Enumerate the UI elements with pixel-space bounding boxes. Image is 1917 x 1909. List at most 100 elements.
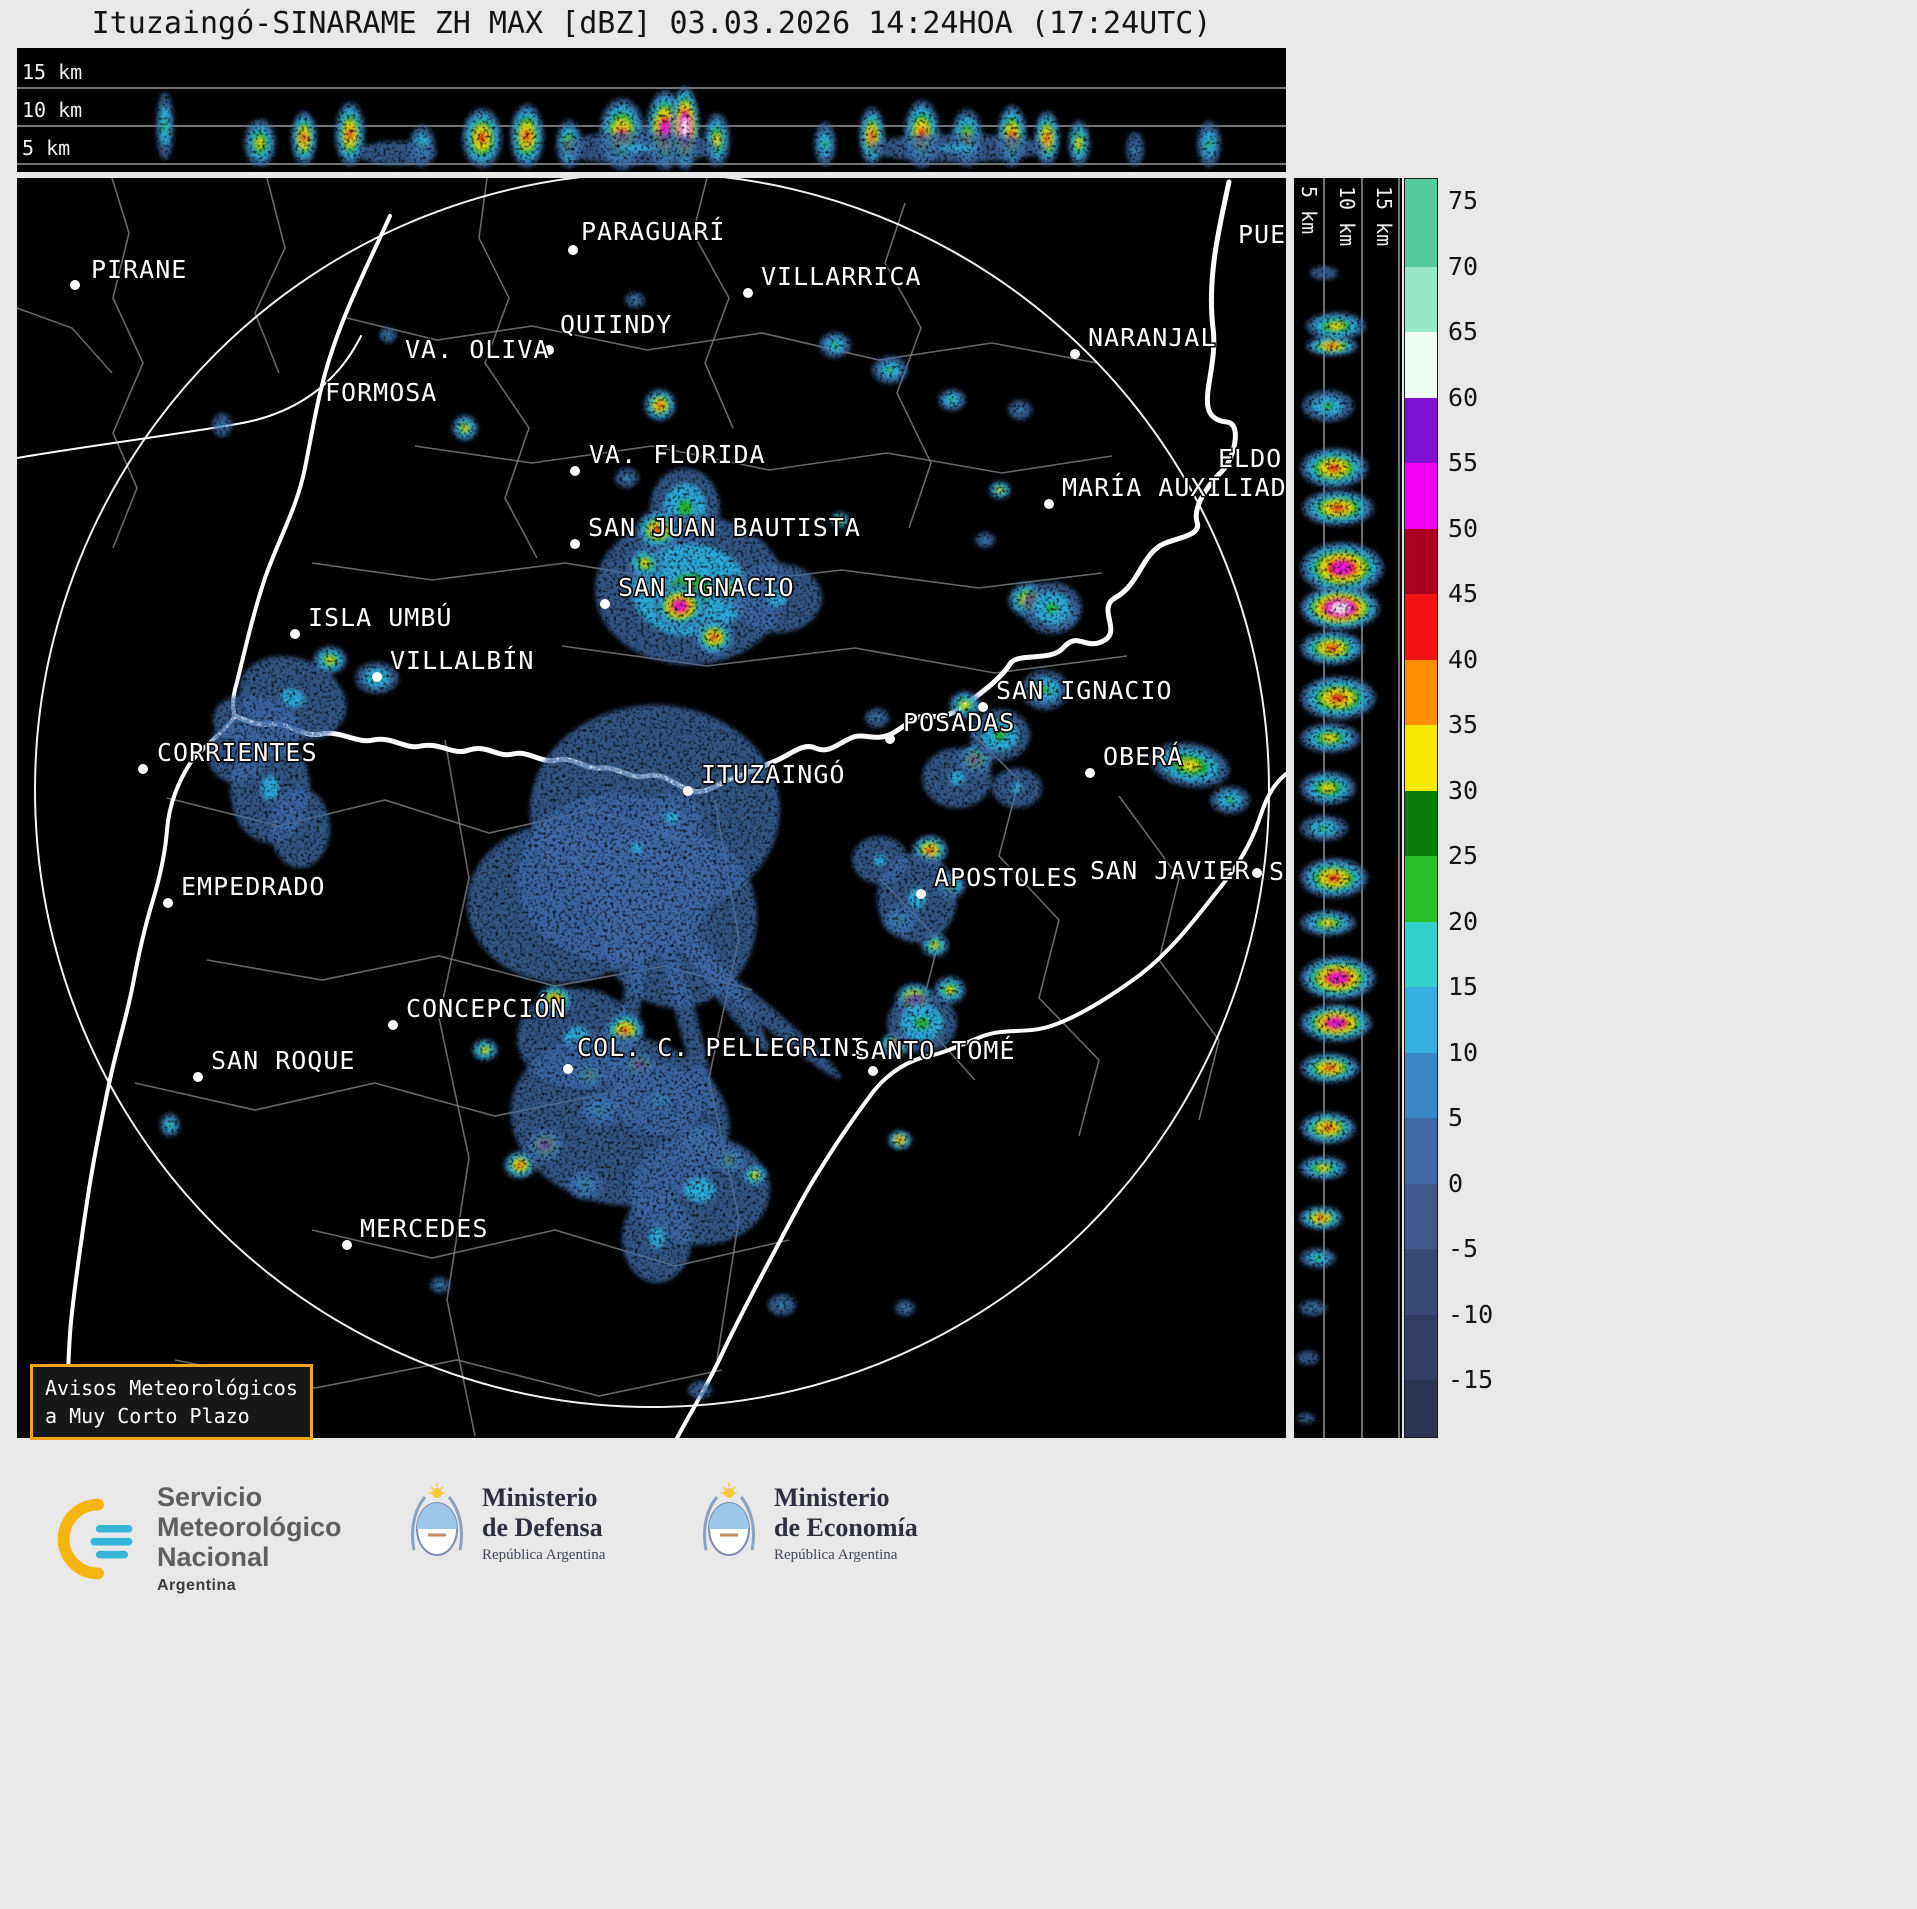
city-dot — [978, 702, 988, 712]
city-dot — [163, 898, 173, 908]
city-label: SAN ROQUE — [211, 1046, 355, 1075]
colorbar-seg--15--10 — [1405, 1314, 1437, 1380]
city-label: SA — [1269, 857, 1286, 886]
aviso-box: Avisos Meteorológicos a Muy Corto Plazo — [30, 1364, 313, 1440]
colorbar-seg-70-75 — [1405, 201, 1437, 267]
colorbar-seg-5-10 — [1405, 1052, 1437, 1118]
city-labels: PIRANE PARAGUARÍ VILLARRICA QUIINDY VA. OLIV… — [70, 216, 1286, 1250]
economia-sub: República Argentina — [774, 1546, 898, 1563]
colorbar-bottom-cap — [1405, 1380, 1437, 1437]
colorbar-seg-50-55 — [1405, 463, 1437, 529]
city-dot — [388, 1020, 398, 1030]
range-ring — [34, 178, 1270, 1408]
colorbar-tick-label: 20 — [1448, 906, 1479, 936]
city-dot — [885, 734, 895, 744]
city-dot — [743, 288, 753, 298]
city-dot — [683, 786, 693, 796]
city-label: VA. FLORIDA — [589, 440, 766, 469]
economia-line-2: de Economía — [774, 1512, 918, 1542]
colorbar-seg-25-30 — [1405, 790, 1437, 856]
colorbar-tick-label: -5 — [1448, 1234, 1479, 1263]
city-dot — [563, 1064, 573, 1074]
city-dot — [1044, 499, 1054, 509]
colorbar-seg-60-65 — [1405, 332, 1437, 398]
city-label: VILLARRICA — [761, 262, 922, 291]
aviso-line-1: Avisos Meteorológicos — [45, 1376, 298, 1400]
colorbar-tick-label: 50 — [1448, 513, 1479, 543]
city-dot — [290, 629, 300, 639]
defensa-text: Ministerio de Defensa República Argentin… — [482, 1483, 605, 1564]
colorbar-seg-55-60 — [1405, 397, 1437, 463]
colorbar-tick-label: -10 — [1448, 1299, 1494, 1329]
city-label: CONCEPCIÓN — [406, 993, 567, 1023]
city-label: SAN JUAN BAUTISTA — [588, 513, 861, 542]
defensa-line-2: de Defensa — [482, 1512, 603, 1542]
footer-logos: Servicio Meteorológico Nacional Argentin… — [0, 1472, 1917, 1622]
city-label: CORRIENTES — [157, 738, 318, 767]
city-label: FORMOSA — [325, 378, 437, 407]
radar-map-panel: PIRANE PARAGUARÍ VILLARRICA QUIINDY VA. OLIV… — [17, 178, 1286, 1440]
city-label: SAN IGNACIO — [996, 676, 1173, 705]
city-label: PUE — [1238, 220, 1286, 249]
city-dot — [1070, 349, 1080, 359]
city-dot — [1252, 868, 1262, 878]
city-dot — [372, 672, 382, 682]
altitude-label: 5 km — [22, 136, 70, 160]
colorbar-tick-label: 40 — [1448, 644, 1479, 674]
colorbar-seg--5-0 — [1405, 1183, 1437, 1249]
city-label: EMPEDRADO — [181, 872, 325, 901]
altitude-label: 15 km — [22, 60, 82, 84]
colorbar-tick-label: 10 — [1448, 1037, 1479, 1067]
colorbar-tick-label: 35 — [1448, 710, 1479, 739]
city-label: PIRANE — [91, 255, 187, 284]
economia-text: Ministerio de Economía República Argenti… — [774, 1483, 918, 1564]
city-label: MERCEDES — [360, 1214, 488, 1243]
colorbar-tick-label: 65 — [1448, 317, 1479, 346]
economia-logo-block: Ministerio de Economía República Argenti… — [700, 1482, 918, 1564]
smn-logo-block: Servicio Meteorológico Nacional Argentin… — [55, 1482, 342, 1595]
colorbar-seg--10--5 — [1405, 1249, 1437, 1315]
smn-logo-icon — [57, 1498, 133, 1579]
city-dot — [1085, 768, 1095, 778]
city-dot — [600, 599, 610, 609]
city-label: VILLALBÍN — [390, 646, 534, 675]
rivers — [17, 179, 1286, 1438]
altitude-label: 15 km — [1372, 186, 1396, 246]
colorbar-tick-label: 5 — [1448, 1103, 1464, 1132]
smn-line-3: Nacional — [157, 1542, 270, 1572]
colorbar-seg-35-40 — [1405, 659, 1437, 725]
colorbar-seg-65-70 — [1405, 266, 1437, 332]
radar-echoes — [160, 292, 1250, 1399]
colorbar-seg-15-20 — [1405, 921, 1437, 987]
city-label: POSADAS — [903, 708, 1015, 737]
smn-line-2: Meteorológico — [157, 1512, 342, 1542]
colorbar-seg-30-35 — [1405, 725, 1437, 791]
radar-echoes — [156, 86, 1221, 170]
colorbar — [1404, 178, 1438, 1438]
colorbar-tick-label: 70 — [1448, 251, 1479, 281]
city-dot — [570, 466, 580, 476]
colorbar-seg-20-25 — [1405, 856, 1437, 922]
city-label: QUIINDY — [560, 310, 672, 339]
city-dot — [868, 1066, 878, 1076]
colorbar-top-cap — [1405, 179, 1437, 201]
cross-section-top-panel: 15 km 10 km 5 km — [17, 48, 1286, 172]
altitude-label: 10 km — [22, 98, 82, 122]
page-title: Ituzaingó-SINARAME ZH MAX [dBZ] 03.03.20… — [91, 6, 1212, 41]
colorbar-tick-label: 45 — [1448, 579, 1479, 608]
city-dot — [570, 539, 580, 549]
city-label: VA. OLIVA — [405, 335, 549, 364]
aviso-line-2: a Muy Corto Plazo — [45, 1404, 250, 1428]
colorbar-seg-45-50 — [1405, 528, 1437, 594]
defensa-logo-block: Ministerio de Defensa República Argentin… — [408, 1482, 605, 1564]
city-label: NARANJAL — [1088, 323, 1216, 352]
coat-of-arms-icon — [702, 1483, 756, 1556]
colorbar-ticks: 75 70 65 60 55 50 45 40 35 30 25 20 15 10 5 0 -5 -10 -15 — [1448, 178, 1528, 1438]
city-label: ITUZAINGÓ — [701, 759, 845, 789]
city-dot — [193, 1072, 203, 1082]
colorbar-tick-label: 60 — [1448, 382, 1479, 412]
smn-logo-text: Servicio Meteorológico Nacional Argentin… — [157, 1482, 342, 1595]
city-label: SANTO TOMÉ — [855, 1036, 1016, 1065]
radar-map-svg: PIRANE PARAGUARÍ VILLARRICA QUIINDY VA. OLIV… — [17, 178, 1286, 1438]
